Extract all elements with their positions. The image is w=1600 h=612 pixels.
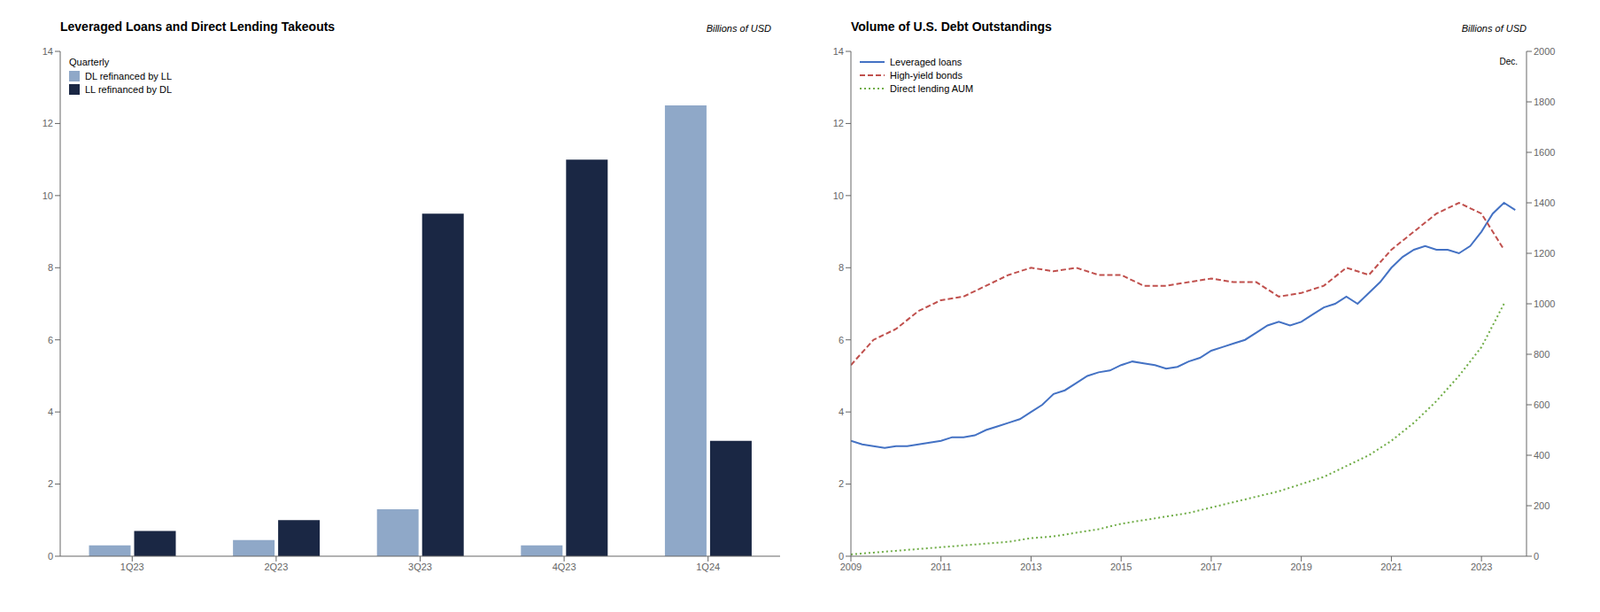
svg-text:4Q23: 4Q23 — [552, 561, 577, 572]
svg-text:1Q23: 1Q23 — [120, 561, 145, 572]
html-text:Quarterly: Quarterly — [69, 56, 110, 68]
svg-text:4: 4 — [47, 406, 54, 418]
svg-text:2Q23: 2Q23 — [263, 561, 288, 572]
svg-text:2011: 2011 — [930, 561, 952, 572]
svg-text:14: 14 — [42, 46, 54, 57]
svg-text:2013: 2013 — [1020, 561, 1042, 572]
svg-text:2015: 2015 — [1110, 561, 1132, 572]
svg-text:1000: 1000 — [1533, 298, 1555, 310]
svg-text:0: 0 — [1533, 550, 1539, 562]
svg-text:0: 0 — [47, 550, 54, 562]
svg-text:600: 600 — [1533, 399, 1550, 410]
html-text:Direct lending AUM: Direct lending AUM — [889, 83, 974, 94]
svg-text:2017: 2017 — [1200, 561, 1222, 572]
svg-text:3Q23: 3Q23 — [408, 561, 433, 572]
svg-text:8: 8 — [47, 262, 54, 273]
svg-text:2021: 2021 — [1380, 561, 1402, 572]
html-text:Dec.: Dec. — [1499, 56, 1518, 67]
svg-text:10: 10 — [833, 190, 844, 201]
svg-text:1600: 1600 — [1533, 146, 1555, 158]
svg-text:6: 6 — [47, 334, 54, 346]
svg-text:4: 4 — [838, 406, 844, 418]
svg-text:6: 6 — [838, 334, 844, 346]
svg-text:2009: 2009 — [840, 561, 862, 572]
html-text:Leveraged loans: Leveraged loans — [889, 56, 962, 68]
svg-text:2019: 2019 — [1290, 561, 1312, 572]
svg-text:1400: 1400 — [1533, 197, 1555, 209]
svg-text:12: 12 — [42, 117, 54, 129]
svg-text:12: 12 — [833, 117, 844, 129]
svg-text:2023: 2023 — [1470, 561, 1492, 572]
svg-text:2: 2 — [838, 478, 844, 489]
html-text:High-yield bonds: High-yield bonds — [889, 69, 963, 81]
html-text:LL refinanced by DL: LL refinanced by DL — [85, 84, 172, 95]
svg-text:8: 8 — [838, 262, 844, 273]
svg-text:0: 0 — [838, 550, 844, 562]
svg-text:14: 14 — [833, 46, 844, 57]
svg-text:400: 400 — [1533, 449, 1550, 461]
svg-text:1Q24: 1Q24 — [695, 561, 720, 572]
html-text:Leveraged Loans and Direct Len: Leveraged Loans and Direct Lending Takeo… — [60, 19, 335, 34]
svg-text:800: 800 — [1533, 348, 1550, 360]
svg-text:1800: 1800 — [1533, 96, 1555, 108]
svg-text:200: 200 — [1533, 500, 1550, 511]
html-text:Volume of U.S. Debt Outstandin: Volume of U.S. Debt Outstandings — [850, 19, 1052, 34]
svg-text:10: 10 — [42, 190, 54, 201]
html-text:Billions of USD: Billions of USD — [1461, 23, 1527, 34]
html-text:Billions of USD: Billions of USD — [706, 23, 772, 34]
svg-text:2: 2 — [47, 478, 54, 489]
svg-text:1200: 1200 — [1533, 247, 1555, 259]
svg-text:2000: 2000 — [1533, 46, 1555, 57]
html-text:DL refinanced by LL: DL refinanced by LL — [85, 70, 172, 82]
